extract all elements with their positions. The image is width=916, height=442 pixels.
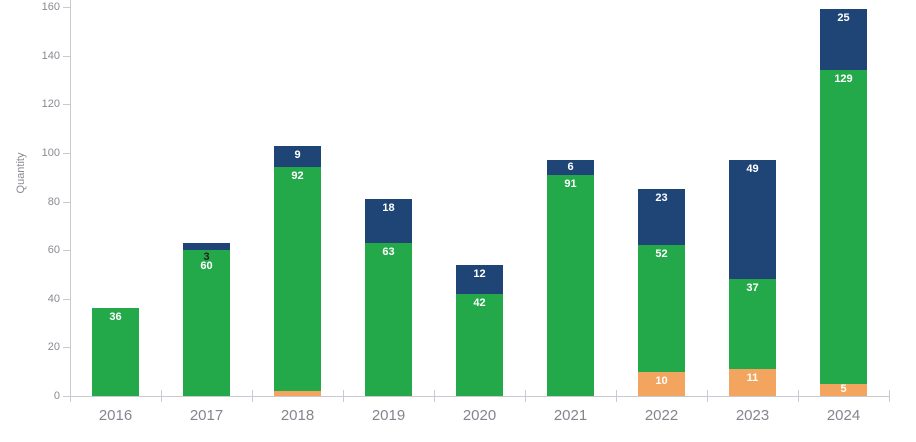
bar-orange-segment-2018[interactable] (274, 391, 321, 396)
y-tick-label: 20 (47, 341, 60, 354)
y-axis-tick (63, 55, 70, 57)
bar-value-label: 60 (200, 260, 213, 273)
x-tick-label-2022: 2022 (644, 407, 679, 424)
bar-green-segment-2020[interactable] (456, 293, 503, 396)
x-tick-label-2017: 2017 (189, 407, 224, 424)
x-axis-tick (798, 390, 799, 402)
bar-value-label: 37 (746, 282, 759, 295)
bar-value-label: 10 (655, 374, 668, 387)
x-axis-tick (434, 390, 435, 402)
y-axis-tick (63, 201, 70, 203)
bar-value-label: 42 (473, 296, 486, 309)
x-axis-tick (707, 390, 708, 402)
bar-green-segment-2021[interactable] (547, 174, 594, 396)
x-tick-label-2019: 2019 (371, 407, 406, 424)
y-tick-label: 0 (53, 390, 60, 402)
y-axis-tick (63, 250, 70, 252)
y-tick-label: 80 (47, 195, 60, 208)
x-axis-line (70, 396, 889, 397)
bar-green-segment-2024[interactable] (820, 70, 867, 384)
bar-value-label: 92 (291, 170, 304, 183)
bar-green-segment-2023[interactable] (729, 279, 776, 370)
y-tick-label: 100 (41, 146, 60, 159)
y-axis-line (70, 0, 71, 396)
bar-value-label: 63 (382, 245, 395, 258)
bar-value-label: 9 (294, 148, 301, 161)
bar-orange-segment-2023[interactable] (729, 369, 776, 396)
x-axis-tick (616, 390, 617, 402)
bar-value-label: 5 (840, 383, 847, 396)
bar-value-label: 25 (837, 12, 850, 25)
bar-value-label: 52 (655, 248, 668, 261)
bar-blue-segment-2023[interactable] (729, 160, 776, 280)
x-axis-tick (252, 390, 253, 402)
bar-value-label: 6 (567, 160, 574, 173)
x-tick-label-2018: 2018 (280, 407, 315, 424)
y-axis-tick (63, 7, 70, 8)
bar-green-segment-2019[interactable] (365, 242, 412, 396)
y-axis-tick (63, 152, 70, 154)
bar-green-segment-2017[interactable] (183, 250, 230, 396)
bar-green-segment-2018[interactable] (274, 167, 321, 392)
bar-orange-segment-2024[interactable] (820, 383, 867, 396)
x-axis-tick (889, 390, 890, 402)
x-tick-label-2020: 2020 (462, 407, 497, 424)
bar-green-segment-2016[interactable] (92, 308, 139, 396)
x-axis-tick (343, 390, 344, 402)
bar-value-label: 36 (109, 311, 122, 324)
y-axis-title: Quantity (15, 152, 27, 194)
y-tick-label: 40 (47, 292, 60, 305)
bar-value-label: 11 (746, 372, 759, 385)
y-axis-tick (63, 104, 70, 106)
bar-blue-segment-2020[interactable] (456, 264, 503, 294)
bar-value-label: 12 (473, 267, 486, 280)
bar-orange-segment-2022[interactable] (638, 371, 685, 396)
x-axis-tick (525, 390, 526, 402)
bar-blue-segment-2024[interactable] (820, 9, 867, 71)
x-tick-label-2024: 2024 (826, 407, 861, 424)
x-tick-label-2016: 2016 (98, 407, 133, 424)
x-axis-tick (161, 390, 162, 402)
y-axis-tick (63, 347, 70, 349)
y-tick-label: 160 (41, 1, 60, 13)
y-tick-label: 120 (41, 98, 60, 111)
bar-value-label: 23 (655, 192, 668, 205)
bar-blue-segment-2019[interactable] (365, 199, 412, 243)
bar-value-label: 3 (203, 251, 210, 264)
x-tick-label-2021: 2021 (553, 407, 588, 424)
bar-value-label: 18 (382, 202, 395, 215)
bar-value-label: 129 (834, 73, 853, 86)
bar-blue-segment-2022[interactable] (638, 189, 685, 246)
bar-blue-segment-2017[interactable] (183, 242, 230, 251)
y-tick-label: 60 (47, 244, 60, 257)
x-axis-tick (70, 390, 71, 402)
y-axis-tick (63, 298, 70, 300)
bar-value-label: 49 (746, 163, 759, 176)
bar-green-segment-2022[interactable] (638, 245, 685, 372)
y-axis-tick (63, 396, 70, 397)
bar-blue-segment-2018[interactable] (274, 145, 321, 168)
y-tick-label: 140 (41, 49, 60, 62)
bar-blue-segment-2021[interactable] (547, 160, 594, 175)
x-tick-label-2023: 2023 (735, 407, 770, 424)
bar-value-label: 91 (564, 177, 577, 190)
